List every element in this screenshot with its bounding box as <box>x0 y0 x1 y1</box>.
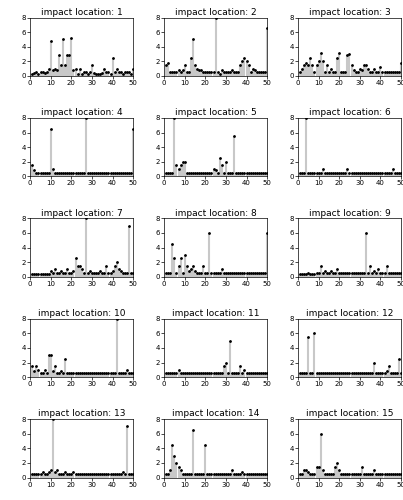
Title: impact location: 6: impact location: 6 <box>309 108 391 117</box>
Title: impact location: 12: impact location: 12 <box>306 309 393 318</box>
Title: impact location: 15: impact location: 15 <box>306 410 393 418</box>
Title: impact location: 8: impact location: 8 <box>175 208 256 218</box>
Title: impact location: 11: impact location: 11 <box>172 309 260 318</box>
Title: impact location: 7: impact location: 7 <box>41 208 123 218</box>
Title: impact location: 2: impact location: 2 <box>175 8 256 16</box>
Title: impact location: 13: impact location: 13 <box>38 410 125 418</box>
Title: impact location: 3: impact location: 3 <box>309 8 391 16</box>
Title: impact location: 14: impact location: 14 <box>172 410 259 418</box>
Title: impact location: 10: impact location: 10 <box>38 309 125 318</box>
Title: impact location: 5: impact location: 5 <box>175 108 256 117</box>
Title: impact location: 9: impact location: 9 <box>309 208 391 218</box>
Title: impact location: 1: impact location: 1 <box>41 8 123 16</box>
Title: impact location: 4: impact location: 4 <box>41 108 123 117</box>
